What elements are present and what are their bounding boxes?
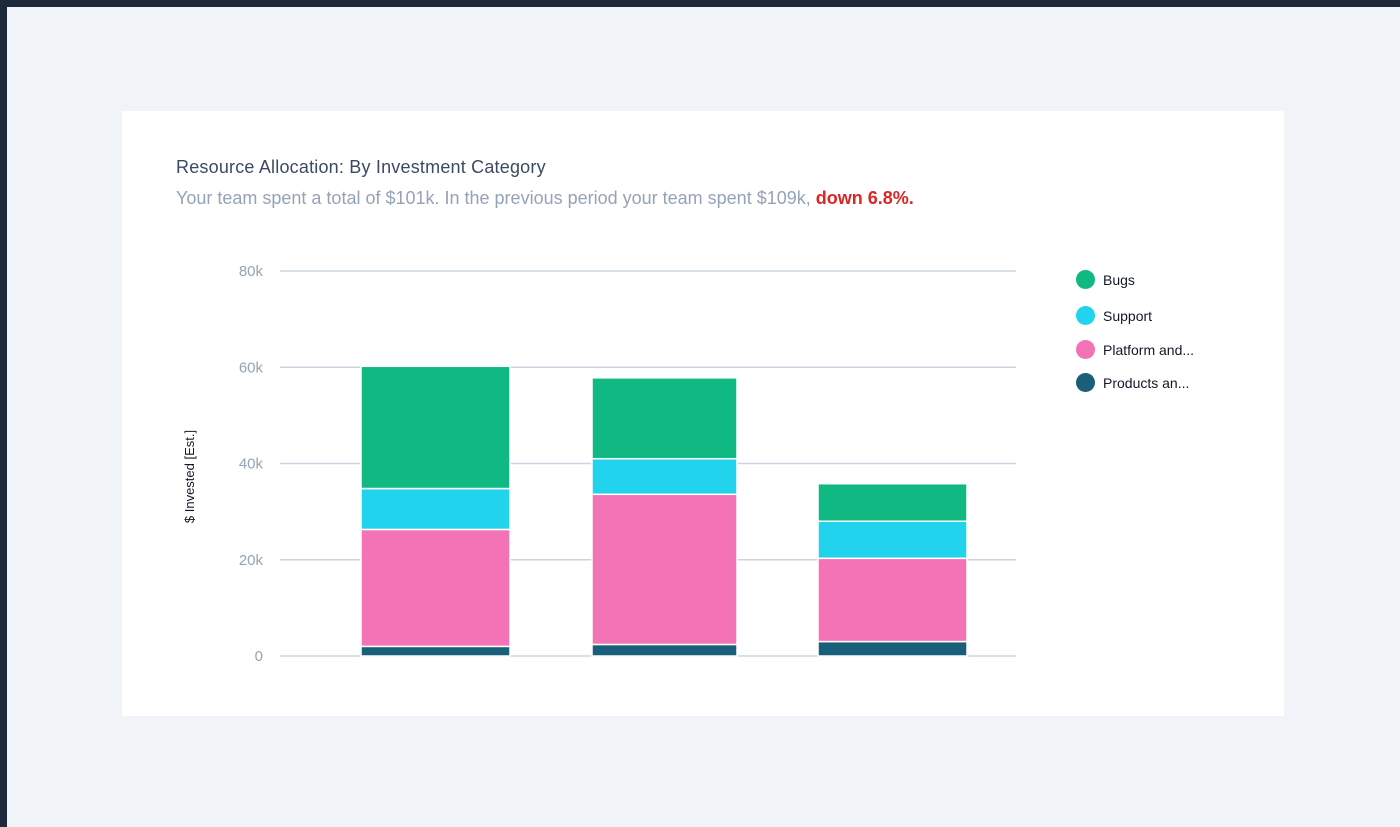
bar-segment xyxy=(360,528,511,648)
legend-label: Support xyxy=(1103,307,1153,324)
legend-label: Products an... xyxy=(1103,374,1190,391)
legend-item[interactable]: Platform and... xyxy=(1076,340,1194,359)
legend-dot-icon xyxy=(1076,306,1095,325)
chart-subtitle: Your team spent a total of $101k. In the… xyxy=(176,188,914,209)
chart-card: Resource Allocation: By Investment Categ… xyxy=(122,111,1284,716)
y-tick-label: 60k xyxy=(239,359,264,376)
chart-title: Resource Allocation: By Investment Categ… xyxy=(176,157,546,177)
legend-dot-icon xyxy=(1076,373,1095,392)
subtitle-text: Your team spent a total of $101k. In the… xyxy=(176,188,811,208)
legend-dot-icon xyxy=(1076,270,1095,289)
bar-segment xyxy=(591,493,738,646)
bar-segment xyxy=(817,557,968,643)
bar-segment xyxy=(360,487,511,531)
legend-label: Bugs xyxy=(1103,271,1135,288)
bar-segment xyxy=(360,645,511,657)
legend-dot-icon xyxy=(1076,340,1095,359)
bar-segment xyxy=(591,643,738,657)
bar-segment xyxy=(817,482,968,522)
bar-segment xyxy=(817,520,968,560)
y-tick-label: 40k xyxy=(239,456,264,473)
y-tick-label: 0 xyxy=(255,648,263,665)
y-axis-label: $ Invested [Est.] xyxy=(182,430,197,523)
bar-segment xyxy=(360,365,511,490)
legend-label: Platform and... xyxy=(1103,341,1195,358)
y-tick-label: 80k xyxy=(239,263,264,280)
y-tick-label: 20k xyxy=(239,552,264,569)
app-background: Resource Allocation: By Investment Categ… xyxy=(7,7,1400,827)
bar-segment xyxy=(591,377,738,460)
legend-item[interactable]: Products an... xyxy=(1076,373,1189,392)
legend-item[interactable]: Support xyxy=(1076,306,1152,325)
bar-segment xyxy=(817,640,968,657)
change-indicator: down 6.8%. xyxy=(815,188,914,208)
bar-segment xyxy=(591,457,738,496)
stacked-bar-chart: 0 20k 40k 60k 80k $ Invested [Est.] xyxy=(182,263,1016,665)
legend-item[interactable]: Bugs xyxy=(1076,270,1135,289)
